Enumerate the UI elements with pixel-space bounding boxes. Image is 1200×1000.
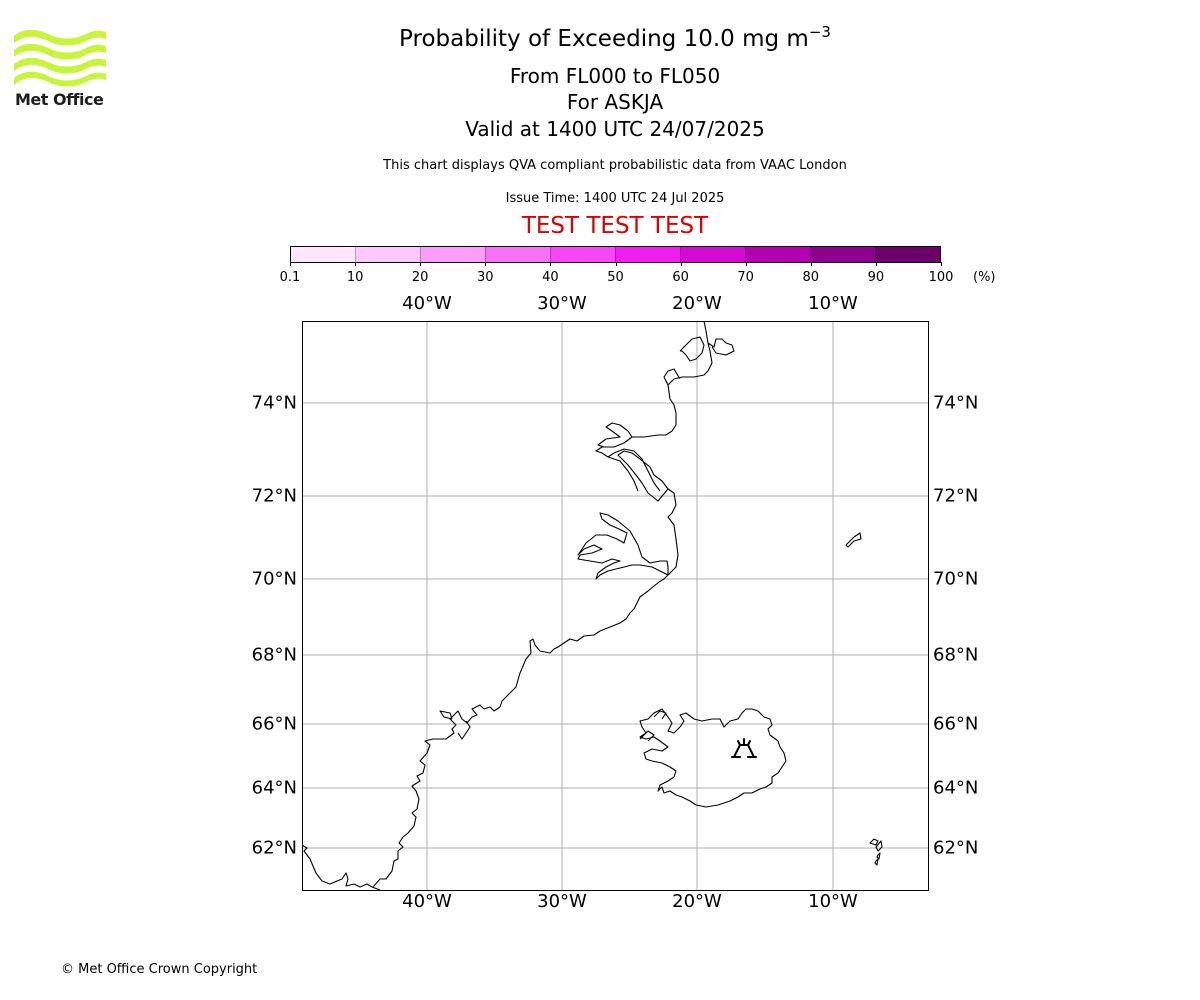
copyright-notice: © Met Office Crown Copyright: [61, 962, 258, 977]
longitude-label: 30°W: [537, 891, 587, 912]
latitude-label: 68°N: [933, 644, 979, 666]
valid-time: Valid at 1400 UTC 24/07/2025: [465, 117, 765, 141]
colorbar-tick-label: 0.1: [279, 270, 301, 285]
logo-text: Met Office: [15, 90, 104, 109]
jan-mayen-coastline: [845, 532, 862, 548]
colorbar-tick-label: 50: [607, 270, 624, 285]
latitude-label: 68°N: [251, 644, 297, 666]
colorbar-segment: [810, 247, 875, 262]
colorbar-tick-mark: [941, 262, 942, 266]
longitude-label: 40°W: [402, 293, 452, 314]
latitude-label: 74°N: [251, 392, 297, 414]
map-panel: [302, 321, 929, 891]
colorbar-tick-label: 70: [737, 270, 754, 285]
longitude-label: 40°W: [402, 891, 452, 912]
colorbar-segment: [875, 247, 940, 262]
iceland-coastline: [639, 708, 787, 808]
colorbar-tick-mark: [615, 262, 617, 266]
colorbar-segment: [291, 247, 355, 262]
latitude-label: 66°N: [933, 713, 979, 735]
latitude-label: 72°N: [933, 485, 979, 507]
colorbar-tick-label: 40: [542, 270, 559, 285]
title-exponent: −3: [808, 23, 831, 41]
colorbar-segment: [355, 247, 420, 262]
latitude-label: 64°N: [251, 777, 297, 799]
colorbar-segment: [615, 247, 680, 262]
volcano-name: For ASKJA: [566, 90, 664, 114]
longitude-label: 20°W: [672, 891, 722, 912]
colorbar: [290, 246, 941, 263]
colorbar-segment: [550, 247, 615, 262]
flight-levels: From FL000 to FL050: [509, 64, 721, 88]
colorbar-tick-mark: [485, 262, 487, 266]
colorbar-tick-label: 30: [477, 270, 494, 285]
colorbar-tick-label: 90: [867, 270, 885, 285]
colorbar-segment: [420, 247, 485, 262]
colorbar-segment: [680, 247, 745, 262]
latitude-label: 66°N: [251, 713, 297, 735]
chart-title-text: Probability of Exceeding 10.0 mg m: [399, 26, 809, 52]
greenland-coastline: [302, 321, 735, 891]
colorbar-tick-mark: [745, 262, 747, 266]
colorbar-tick-label: 60: [672, 270, 689, 285]
latitude-label: 72°N: [251, 485, 297, 507]
met-office-logo: [14, 30, 106, 87]
volcano-icon: [731, 738, 757, 758]
map-gridlines: [302, 321, 929, 891]
colorbar-tick-mark: [810, 262, 812, 266]
latitude-label: 62°N: [251, 837, 297, 859]
colorbar-segment: [745, 247, 810, 262]
colorbar-tick-mark: [420, 262, 422, 266]
latitude-label: 70°N: [933, 568, 979, 590]
colorbar-unit: (%): [973, 270, 996, 285]
logo-waves-icon: [14, 30, 106, 87]
faroe-islands-coastline: [869, 838, 883, 866]
colorbar-tick-mark: [875, 262, 877, 266]
colorbar-tick-label: 10: [346, 270, 364, 285]
test-banner: TEST TEST TEST: [521, 213, 709, 239]
colorbar-tick-mark: [550, 262, 552, 266]
chart-title: Probability of Exceeding 10.0 mg m−3: [300, 23, 930, 53]
colorbar-tick-label: 100: [928, 270, 954, 285]
latitude-label: 70°N: [251, 568, 297, 590]
colorbar-tick-mark: [355, 262, 357, 266]
longitude-label: 10°W: [808, 293, 858, 314]
chart-subtitle: This chart displays QVA compliant probab…: [383, 158, 847, 173]
colorbar-tick-label: 80: [802, 270, 820, 285]
longitude-label: 10°W: [808, 891, 858, 912]
longitude-label: 20°W: [672, 293, 722, 314]
colorbar-tick-mark: [680, 262, 682, 266]
colorbar-tick-mark: [290, 262, 291, 266]
issue-time: Issue Time: 1400 UTC 24 Jul 2025: [505, 191, 725, 206]
latitude-label: 62°N: [933, 837, 979, 859]
latitude-label: 74°N: [933, 392, 979, 414]
colorbar-segment: [485, 247, 550, 262]
latitude-label: 64°N: [933, 777, 979, 799]
longitude-label: 30°W: [537, 293, 587, 314]
colorbar-tick-label: 20: [411, 270, 429, 285]
